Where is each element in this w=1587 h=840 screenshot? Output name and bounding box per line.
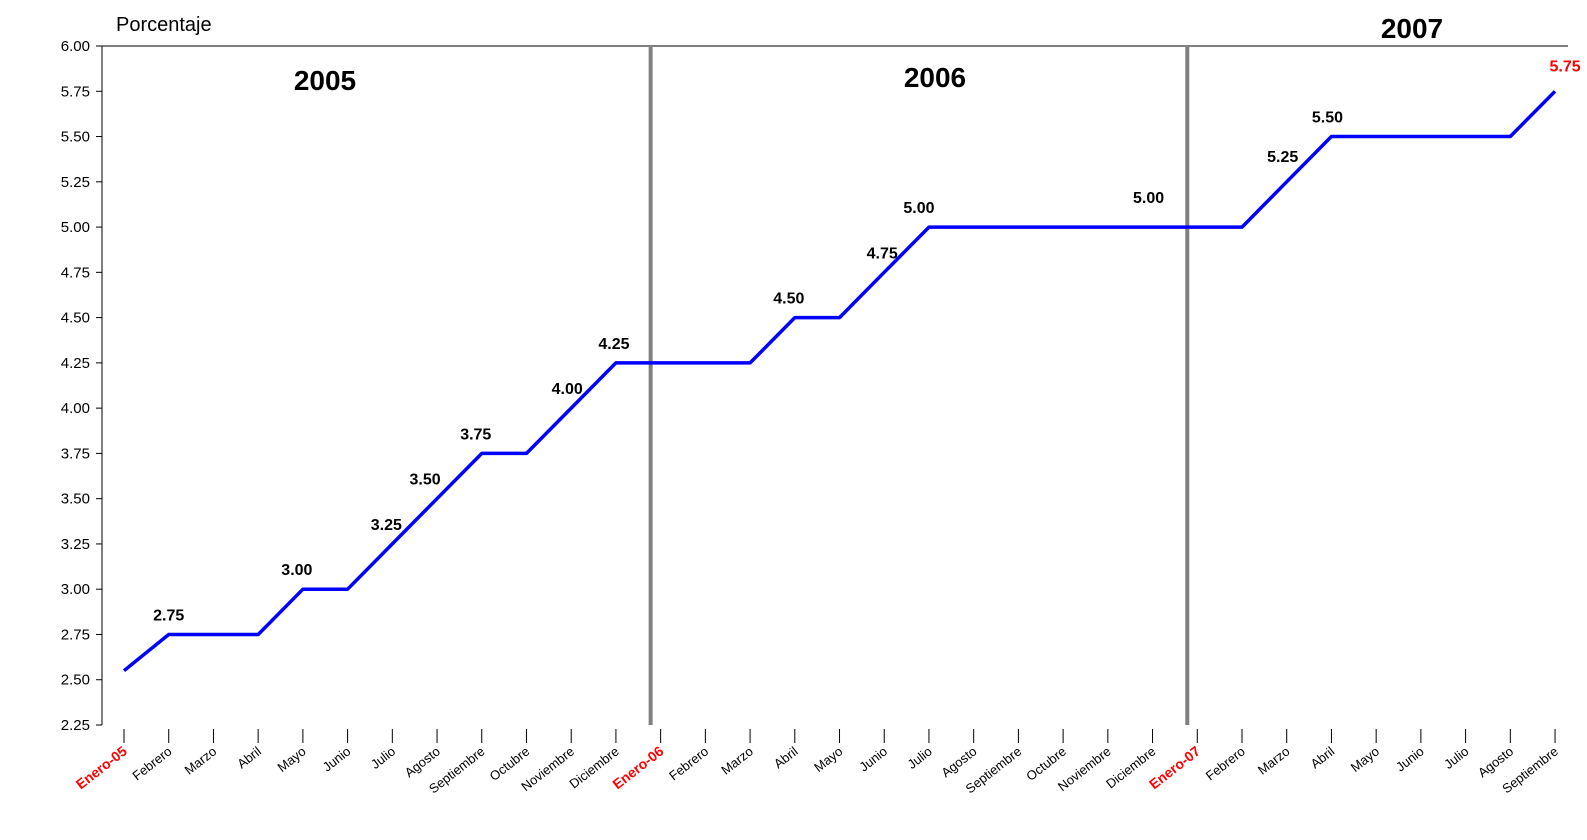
data-label: 3.50	[409, 472, 440, 489]
year-label: 2006	[904, 62, 966, 93]
data-label: 4.75	[867, 245, 898, 262]
x-tick-label: Enero-06	[609, 743, 666, 793]
x-tick-label: Abril	[1308, 743, 1338, 771]
y-tick-label: 4.50	[61, 310, 90, 327]
x-tick-label: Mayo	[274, 744, 308, 775]
y-tick-label: 5.75	[61, 83, 90, 100]
x-tick-label: Mayo	[811, 744, 845, 775]
x-tick-label: Febrero	[666, 744, 711, 784]
x-tick-label: Mayo	[1348, 744, 1382, 775]
data-label: 3.00	[281, 562, 312, 579]
y-tick-label: 5.25	[61, 174, 90, 191]
data-label: 3.25	[371, 517, 402, 534]
x-tick-label: Julio	[904, 744, 934, 772]
data-label: 5.75	[1549, 58, 1580, 75]
x-tick-label: Marzo	[718, 744, 756, 778]
y-tick-label: 4.00	[61, 400, 90, 417]
y-tick-label: 5.00	[61, 219, 90, 236]
data-label: 5.00	[1133, 190, 1164, 207]
data-label: 5.25	[1267, 149, 1298, 166]
label-layer: 2005 2006 2007 2.75 3.00 3.25 3.50 3.75 4.00 4.25…	[153, 13, 1581, 624]
x-tick-label: Marzo	[1255, 744, 1293, 778]
data-label: 5.00	[903, 200, 934, 217]
y-tick-label: 3.25	[61, 536, 90, 553]
y-tick-label: 3.50	[61, 491, 90, 508]
y-tick-label: 6.00	[61, 38, 90, 55]
year-label: 2007	[1381, 13, 1443, 44]
y-tick-label: 5.50	[61, 129, 90, 146]
y-tick-label: 2.75	[61, 626, 90, 643]
data-label: 2.75	[153, 607, 184, 624]
axes: 2.25 2.50 2.75 3.00 3.25 3.50 3.75 4.00 4.25 4.50…	[61, 14, 1568, 796]
x-tick-label: Agosto	[402, 744, 443, 781]
x-tick-label: Julio	[1441, 744, 1471, 772]
x-tick-label: Enero-07	[1146, 743, 1203, 793]
data-label: 5.50	[1312, 110, 1343, 127]
y-tick-label: 4.75	[61, 264, 90, 281]
data-label: 4.00	[552, 381, 583, 398]
y-tick-label: 2.50	[61, 672, 90, 689]
series-layer	[122, 90, 1557, 673]
y-tick-label: 2.25	[61, 717, 90, 734]
y-tick-label: 3.00	[61, 581, 90, 598]
y-tick-label: 4.25	[61, 355, 90, 372]
x-tick-label: Febrero	[1203, 744, 1248, 784]
x-tick-label: Junio	[856, 744, 890, 775]
x-tick-label: Marzo	[182, 744, 220, 778]
year-separators	[648, 46, 1190, 725]
series-line	[122, 90, 1557, 673]
x-tick-label: Enero-05	[73, 743, 130, 793]
x-tick-label: Febrero	[129, 744, 174, 784]
year-label: 2005	[294, 65, 356, 96]
data-label: 4.50	[773, 291, 804, 308]
x-tick-label: Abril	[234, 743, 264, 771]
y-tick-label: 3.75	[61, 445, 90, 462]
data-label: 3.75	[460, 426, 491, 443]
data-label: 4.25	[598, 336, 629, 353]
x-tick-label: Junio	[320, 744, 354, 775]
y-axis-title: Porcentaje	[116, 14, 212, 36]
x-tick-label: Junio	[1393, 744, 1427, 775]
x-tick-label: Abril	[771, 743, 801, 771]
x-tick-label: Julio	[368, 744, 398, 772]
x-tick-label: Agosto	[938, 744, 979, 781]
x-tick-label: Agosto	[1475, 744, 1516, 781]
